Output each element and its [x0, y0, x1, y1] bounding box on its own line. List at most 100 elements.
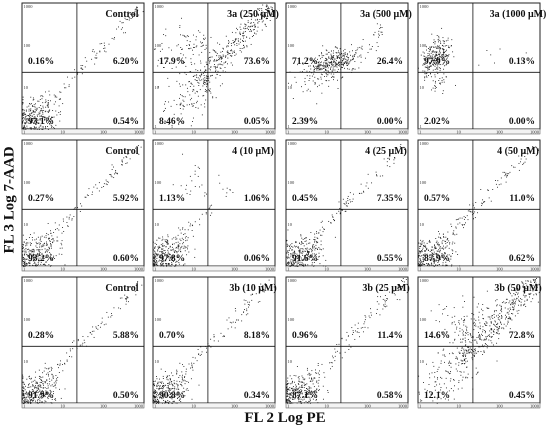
data-point [297, 256, 299, 258]
data-point [513, 308, 515, 310]
x-tick-label: 1000 [530, 130, 540, 135]
data-point [308, 390, 310, 392]
data-point [189, 99, 191, 101]
data-point [297, 399, 299, 401]
data-point [436, 384, 438, 386]
data-point [489, 330, 491, 332]
data-point [286, 399, 288, 401]
data-point [253, 22, 255, 24]
data-point [229, 53, 231, 55]
data-point [418, 255, 420, 257]
data-point [179, 229, 181, 231]
data-point [156, 264, 158, 266]
data-point [382, 308, 384, 310]
data-point [440, 389, 442, 391]
data-point [103, 183, 105, 185]
data-point [512, 313, 514, 315]
data-point [336, 57, 338, 59]
data-point [210, 92, 212, 94]
data-point [302, 381, 304, 383]
data-point [508, 316, 510, 318]
data-point [318, 255, 320, 257]
data-point [154, 250, 156, 252]
data-point [95, 326, 97, 328]
y-tick-label: 1 [420, 124, 422, 129]
data-point [381, 27, 383, 28]
quadrant-lower-left-percent: 87.9% [424, 254, 450, 264]
data-point [300, 252, 302, 254]
data-point [264, 283, 266, 285]
data-point [59, 114, 61, 115]
data-point [287, 261, 289, 263]
data-point [159, 247, 161, 249]
data-point [463, 353, 465, 355]
data-point [426, 66, 428, 68]
quadrant-upper-left-percent: 97.9% [424, 57, 450, 67]
data-point [320, 234, 321, 236]
data-point [462, 339, 464, 340]
data-point [317, 68, 318, 69]
data-point [31, 250, 33, 252]
data-point [434, 60, 435, 62]
data-point [513, 298, 515, 300]
data-point [286, 392, 288, 394]
data-point [418, 255, 420, 257]
data-point [127, 11, 129, 13]
data-point [333, 76, 335, 78]
plot-frame [417, 139, 541, 267]
x-tick-strip [417, 128, 541, 135]
data-point [22, 103, 24, 105]
data-point [286, 256, 288, 258]
data-point [160, 250, 162, 252]
data-point [24, 258, 26, 260]
data-point [454, 338, 456, 340]
data-point [316, 69, 318, 71]
data-point [466, 328, 467, 330]
data-point [435, 87, 437, 88]
data-point [22, 113, 24, 115]
data-point [72, 348, 74, 350]
data-point [361, 192, 363, 194]
data-point [520, 304, 522, 306]
data-point [459, 265, 461, 267]
data-point [255, 33, 257, 35]
data-point [169, 377, 171, 379]
data-point [28, 110, 30, 112]
data-point [362, 326, 364, 328]
data-point [458, 362, 460, 364]
data-point [534, 289, 536, 291]
data-point [309, 77, 311, 79]
data-point [507, 308, 509, 310]
data-point [38, 112, 40, 114]
data-point [153, 384, 155, 386]
data-point [60, 360, 61, 362]
data-point [231, 55, 233, 57]
data-point [301, 391, 302, 393]
data-point [158, 237, 160, 239]
data-point [298, 251, 300, 253]
data-point [312, 391, 314, 393]
data-point [501, 317, 503, 319]
data-point [295, 246, 296, 248]
data-point [339, 352, 341, 354]
data-point [525, 295, 527, 297]
data-point [23, 383, 25, 385]
data-point [325, 49, 327, 51]
data-point [49, 240, 51, 242]
data-point [459, 353, 461, 355]
data-point [181, 385, 183, 387]
data-point [222, 47, 224, 49]
data-point [24, 249, 26, 251]
y-tick-label: 100 [288, 180, 296, 185]
data-point [58, 224, 60, 226]
data-point [23, 247, 25, 249]
data-point [163, 250, 165, 252]
data-point [22, 395, 24, 396]
data-point [45, 126, 46, 128]
data-point [329, 61, 331, 63]
data-point [304, 83, 306, 85]
data-point [179, 25, 181, 27]
data-point [235, 321, 236, 323]
data-point [221, 57, 223, 59]
